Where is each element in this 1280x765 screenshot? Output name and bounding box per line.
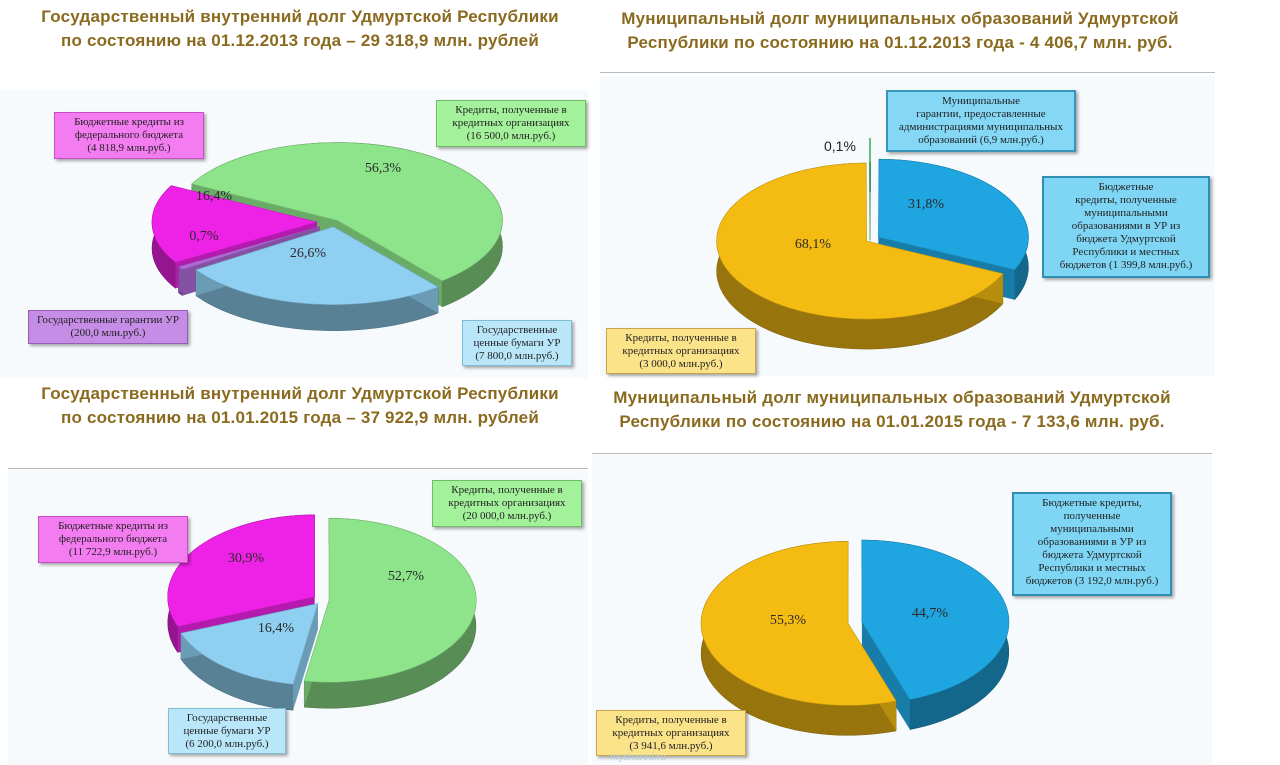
title-line-2: Республики по состоянию на 01.01.2015 го…	[619, 412, 1165, 431]
label-budget-credits-2015: Бюджетные кредиты из федерального бюджет…	[38, 516, 188, 563]
pie-slice-1	[191, 142, 503, 282]
pie-slice-3	[869, 161, 871, 241]
pie-chart-4: 44,7% 55,3%	[700, 539, 1010, 736]
watermark: myshared.ru	[610, 752, 666, 763]
pie-value-label-2: 16,4%	[258, 621, 295, 636]
pie-value-label-1: 56,3%	[365, 161, 402, 176]
pie-slice-1	[861, 539, 1010, 700]
pct-label-guarantees-2013-muni: 0,1%	[824, 138, 856, 154]
pie-chart-1: 56,3% 26,6% 0,7% 16,4%	[151, 142, 503, 331]
label-bank-credits-2015: Кредиты, полученные в кредитных организа…	[432, 480, 582, 527]
label-guarantees-2013: Государственные гарантии УР (200,0 млн.р…	[28, 310, 188, 344]
title-line-2: по состоянию на 01.01.2015 года – 37 922…	[61, 408, 539, 427]
label-securities-2015: Государственные ценные бумаги УР (6 200,…	[168, 708, 286, 754]
pie-slice-3	[177, 226, 320, 271]
pie-value-label-2: 26,6%	[290, 246, 327, 261]
title-panel-2: Муниципальный долг муниципальных образов…	[600, 7, 1200, 55]
label-muni-budget-credits-2015: Бюджетные кредиты, полученные муниципаль…	[1012, 492, 1172, 596]
title-panel-1: Государственный внутренний долг Удмуртск…	[0, 5, 600, 53]
pie-value-label-4: 16,4%	[196, 189, 233, 204]
title-panel-3: Государственный внутренний долг Удмуртск…	[0, 382, 600, 430]
pie-chart-2: 31,8% 68,1%	[716, 138, 1029, 350]
pie-slice-edge	[861, 622, 910, 730]
title-line-2: Республики по состоянию на 01.12.2013 го…	[627, 33, 1173, 52]
title-line-1: Муниципальный долг муниципальных образов…	[621, 9, 1179, 28]
title-line-1: Государственный внутренний долг Удмуртск…	[41, 384, 559, 403]
pie-slice-1	[878, 158, 1029, 271]
label-muni-guarantees-2013: Муниципальные гарантии, предоставленные …	[886, 90, 1076, 152]
pie-slice-1	[303, 517, 477, 683]
pie-slice-2	[700, 541, 897, 706]
divider-top-right	[600, 72, 1215, 73]
pie-value-label-3: 0,7%	[189, 229, 219, 244]
title-line-1: Муниципальный долг муниципальных образов…	[613, 388, 1171, 407]
label-securities-2013: Государственные ценные бумаги УР (7 800,…	[462, 320, 572, 366]
divider-bottom-left	[8, 468, 588, 469]
pie-slice-3	[167, 514, 315, 627]
label-budget-credits-2013: Бюджетные кредиты из федерального бюджет…	[54, 112, 204, 159]
pie-chart-3: 52,7% 16,4% 30,9%	[167, 514, 477, 711]
label-muni-bank-credits-2013: Кредиты, полученные в кредитных организа…	[606, 328, 756, 374]
title-panel-4: Муниципальный долг муниципальных образов…	[592, 386, 1192, 434]
pie-slice-4	[151, 185, 319, 263]
pie-value-label-1: 52,7%	[388, 569, 425, 584]
pie-value-label-2: 55,3%	[770, 613, 807, 628]
pie-slice-2	[716, 162, 1004, 320]
label-muni-bank-credits-2015: Кредиты, полученные в кредитных организа…	[596, 710, 746, 756]
pie-value-label-3: 30,9%	[228, 551, 265, 566]
label-bank-credits-2013: Кредиты, полученные в кредитных организа…	[436, 100, 586, 147]
pie-value-label-1: 44,7%	[912, 606, 949, 621]
pie-slice-2	[195, 226, 439, 305]
pie-value-label-2: 68,1%	[795, 237, 832, 252]
divider-bottom-right	[592, 453, 1212, 454]
pie-value-label-1: 31,8%	[908, 197, 945, 212]
label-muni-budget-credits-2013: Бюджетные кредиты, полученные муниципаль…	[1042, 176, 1210, 278]
title-line-2: по состоянию на 01.12.2013 года – 29 318…	[61, 31, 539, 50]
title-line-1: Государственный внутренний долг Удмуртск…	[41, 7, 559, 26]
pie-slice-2	[180, 603, 319, 685]
